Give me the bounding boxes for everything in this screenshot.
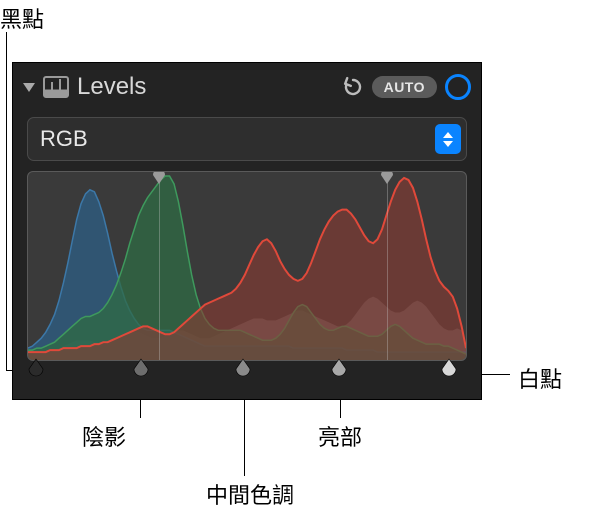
midtones-handle[interactable]	[236, 359, 250, 379]
shadows-handle[interactable]	[134, 359, 148, 379]
histogram-area	[27, 171, 467, 381]
auto-button[interactable]: AUTO	[372, 76, 437, 98]
guide-line	[159, 172, 160, 360]
levels-icon	[43, 76, 69, 98]
leader-line	[6, 32, 7, 370]
levels-panel: Levels AUTO RGB	[12, 62, 482, 400]
channel-select[interactable]: RGB	[27, 117, 467, 161]
guide-line	[387, 172, 388, 360]
top-highlight-handle[interactable]	[381, 171, 393, 184]
callout-shadows: 陰影	[82, 420, 126, 452]
channel-value: RGB	[40, 126, 88, 152]
panel-title: Levels	[77, 73, 146, 101]
callout-white-point: 白點	[518, 362, 562, 394]
enable-ring-icon[interactable]	[445, 74, 471, 100]
highlights-handle[interactable]	[332, 359, 346, 379]
popup-arrows-icon	[435, 124, 461, 154]
panel-header: Levels AUTO	[13, 63, 481, 111]
black-point-handle[interactable]	[29, 359, 43, 379]
callout-black-point: 黑點	[0, 2, 44, 34]
disclosure-chevron-icon[interactable]	[23, 83, 35, 92]
callout-highlights: 亮部	[318, 420, 362, 452]
callout-midtones: 中間色調	[206, 478, 294, 510]
channel-row: RGB	[13, 111, 481, 171]
white-point-handle[interactable]	[442, 359, 456, 379]
histogram[interactable]	[27, 171, 467, 361]
reset-icon[interactable]	[342, 76, 364, 98]
slider-track	[27, 359, 467, 381]
top-shadow-handle[interactable]	[153, 171, 165, 184]
leader-line	[244, 388, 245, 476]
